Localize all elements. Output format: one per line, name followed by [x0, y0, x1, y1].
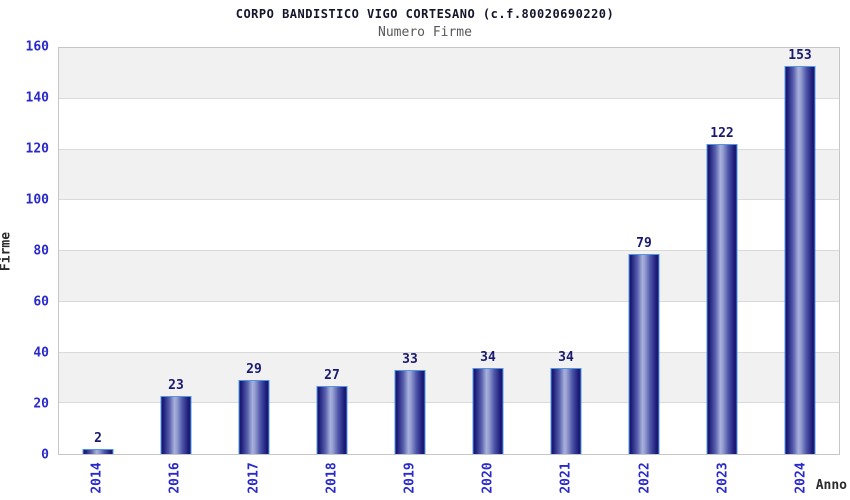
- bar-value-label: 122: [710, 126, 734, 142]
- gridline: [59, 199, 839, 201]
- bar-value-label: 33: [402, 352, 418, 368]
- bar-value-label: 2: [94, 430, 102, 446]
- bar-2018: [316, 385, 348, 454]
- y-tick-label: 80: [33, 243, 49, 259]
- bar-value-label: 34: [558, 349, 574, 365]
- bar-value-label: 23: [168, 377, 184, 393]
- y-tick-label: 120: [25, 141, 49, 157]
- chart-subtitle: Numero Firme: [378, 25, 472, 40]
- x-tick-label: 2021: [558, 462, 574, 494]
- y-axis-tick-labels: 0 20 40 60 80 100 120 140 160: [0, 41, 58, 462]
- bar-value-label: 34: [480, 349, 496, 365]
- y-tick-label: 160: [25, 39, 49, 55]
- x-tick-label: 2017: [246, 462, 261, 494]
- x-tick-label: 2023: [715, 462, 731, 494]
- x-axis-title: Anno: [815, 478, 847, 493]
- bar-2024: [784, 65, 816, 454]
- gridline: [59, 250, 839, 251]
- bar-value-label: 79: [636, 235, 652, 251]
- chart-title: CORPO BANDISTICO VIGO CORTESANO (c.f.800…: [235, 7, 615, 21]
- y-tick-label: 60: [33, 294, 49, 310]
- y-tick-label: 0: [41, 447, 49, 463]
- bar-value-label: 29: [246, 362, 262, 378]
- y-tick-label: 100: [25, 192, 49, 208]
- bar-value-label: 27: [324, 367, 340, 383]
- y-tick-label: 140: [25, 90, 49, 106]
- bar-value-label: 153: [788, 47, 812, 63]
- background-band: [59, 99, 839, 150]
- gridline: [59, 402, 839, 404]
- bar-2016: [160, 395, 192, 454]
- plot-area: 2 23 29 27 33 34 34 79 122 153: [58, 47, 840, 455]
- x-tick-label: 2018: [324, 462, 340, 494]
- gridline: [59, 300, 839, 302]
- bar-2021: [550, 367, 582, 454]
- gridline: [59, 351, 839, 353]
- x-tick-label: 2014: [89, 462, 105, 494]
- y-tick-label: 20: [33, 396, 49, 412]
- bar-2023: [706, 144, 738, 454]
- bar-2017: [238, 380, 270, 454]
- bar-2022: [628, 253, 660, 454]
- gridline: [59, 97, 839, 99]
- bar-2019: [394, 370, 426, 454]
- x-tick-label: 2019: [402, 462, 418, 494]
- x-tick-label: 2020: [480, 462, 496, 494]
- background-band: [59, 48, 839, 99]
- gridline: [59, 148, 839, 150]
- x-tick-label: 2024: [793, 462, 809, 494]
- x-tick-label: 2016: [167, 462, 183, 494]
- x-axis-tick-labels: 2014 2016 2017 2018 2019 2020 2021 2022 2023 2024: [58, 455, 840, 500]
- y-tick-label: 40: [33, 345, 49, 361]
- bar-2020: [472, 367, 504, 454]
- x-tick-label: 2022: [637, 462, 652, 494]
- bar-2014: [82, 448, 114, 454]
